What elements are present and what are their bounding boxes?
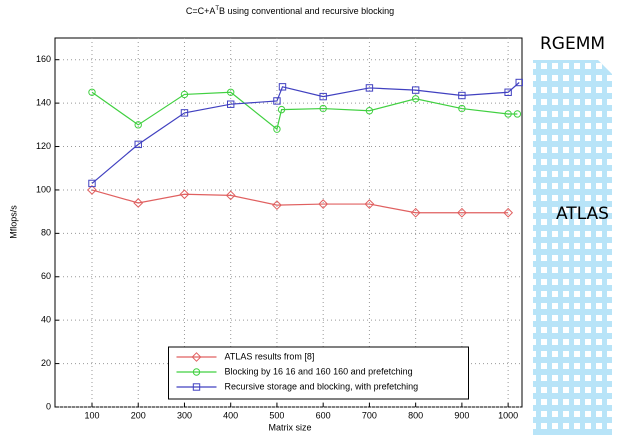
x-tick-label: 800 [408, 410, 423, 420]
x-tick-label: 500 [269, 410, 284, 420]
y-tick-label: 80 [41, 228, 51, 238]
x-tick-label: 900 [454, 410, 469, 420]
x-tick-label: 200 [131, 410, 146, 420]
legend: ATLAS results from [8] Blocking by 16 16 … [169, 347, 469, 399]
y-tick-label: 60 [41, 271, 51, 281]
x-axis-label: Matrix size [268, 422, 311, 432]
x-tick-label: 700 [362, 410, 377, 420]
legend-label: Blocking by 16 16 and 160 160 and prefet… [225, 366, 413, 376]
y-tick-label: 40 [41, 315, 51, 325]
chart: C=C+ATB using conventional and recursive… [0, 0, 633, 435]
annotation: RGEMM [540, 34, 605, 54]
x-tick-label: 600 [316, 410, 331, 420]
chart-title: C=C+ATB using conventional and recursive… [186, 6, 394, 17]
annotation: ATLAS [556, 204, 609, 224]
y-tick-label: 0 [46, 401, 51, 411]
building-decoration [533, 60, 612, 435]
legend-label: ATLAS results from [8] [225, 351, 315, 361]
y-tick-label: 140 [36, 97, 51, 107]
x-tick-label: 100 [84, 410, 99, 420]
x-tick-label: 1000 [498, 410, 518, 420]
y-axis-label: Mflops/s [8, 205, 18, 239]
y-tick-label: 100 [36, 184, 51, 194]
x-tick-label: 300 [177, 410, 192, 420]
y-tick-label: 120 [36, 141, 51, 151]
y-tick-label: 20 [41, 358, 51, 368]
y-tick-label: 160 [36, 54, 51, 64]
legend-label: Recursive storage and blocking, with pre… [225, 381, 419, 391]
x-tick-label: 400 [223, 410, 238, 420]
